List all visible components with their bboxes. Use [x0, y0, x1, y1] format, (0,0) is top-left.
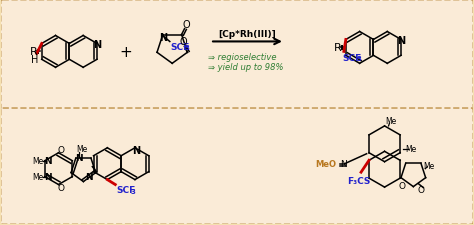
Text: R: R — [334, 43, 342, 53]
Text: 3: 3 — [185, 45, 190, 51]
Text: F₃CS: F₃CS — [347, 176, 371, 185]
Text: N: N — [86, 172, 93, 181]
Text: ⇒ regioselective: ⇒ regioselective — [208, 53, 277, 62]
Text: [Cp*Rh(III)]: [Cp*Rh(III)] — [219, 30, 276, 39]
Text: Me: Me — [424, 162, 435, 171]
Text: Me: Me — [405, 145, 416, 154]
Text: MeO: MeO — [316, 160, 337, 169]
FancyBboxPatch shape — [0, 108, 474, 224]
Text: N: N — [132, 146, 140, 155]
Text: Me: Me — [385, 117, 396, 126]
Text: Me: Me — [32, 157, 43, 165]
Text: SCF: SCF — [343, 54, 362, 63]
Text: N: N — [44, 172, 51, 181]
Text: Me: Me — [32, 172, 43, 181]
Text: Me: Me — [76, 145, 87, 154]
FancyBboxPatch shape — [0, 1, 474, 110]
Text: SCF: SCF — [171, 43, 190, 52]
Text: +: + — [119, 45, 132, 60]
Text: N: N — [44, 157, 51, 165]
Text: O: O — [399, 181, 406, 190]
Text: N: N — [93, 40, 101, 50]
Text: R: R — [30, 47, 37, 57]
Text: O: O — [182, 20, 190, 29]
Text: N: N — [340, 160, 346, 169]
Text: N: N — [397, 36, 405, 46]
Text: 3: 3 — [357, 56, 362, 62]
Text: O: O — [179, 37, 187, 47]
Text: ⇒ yield up to 98%: ⇒ yield up to 98% — [208, 63, 283, 72]
Text: N: N — [159, 32, 167, 42]
Text: SCF: SCF — [116, 185, 136, 194]
Text: O: O — [57, 146, 64, 155]
Text: 3: 3 — [130, 188, 135, 194]
Text: N: N — [75, 153, 83, 162]
Text: O: O — [418, 185, 425, 194]
Text: H: H — [31, 55, 38, 65]
Text: O: O — [57, 183, 64, 192]
